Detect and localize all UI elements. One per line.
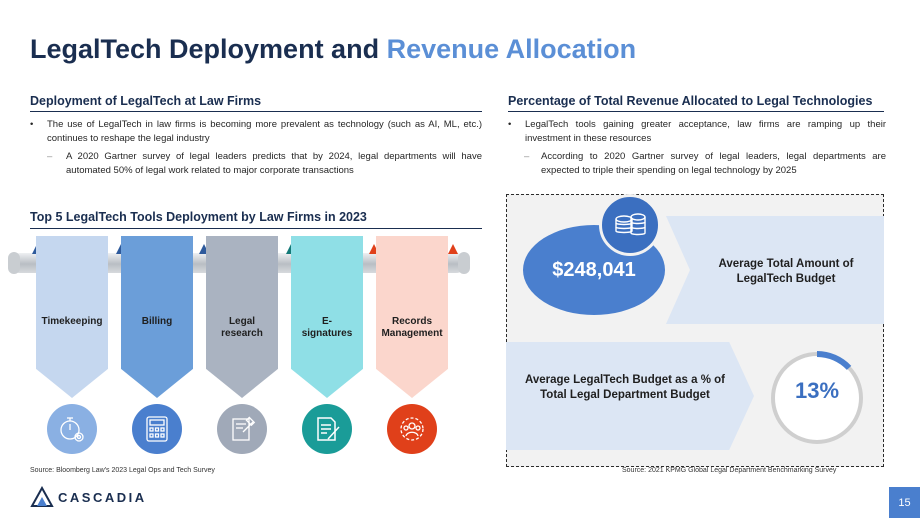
- right-source: Source: 2021 KPMG Global Legal Departmen…: [622, 467, 837, 474]
- left-heading-rule: [30, 111, 482, 112]
- ribbon-timekeeping: [36, 236, 108, 398]
- bullet-dot: •: [30, 119, 34, 130]
- dash-mark: –: [524, 151, 530, 162]
- tools-heading: Top 5 LegalTech Tools Deployment by Law …: [30, 210, 367, 224]
- tool-label: E-signatures: [301, 316, 353, 339]
- left-subbullet-text: A 2020 Gartner survey of legal leaders p…: [66, 151, 482, 176]
- right-subbullet-text: According to 2020 Gartner survey of lega…: [541, 151, 886, 176]
- coins-icon: [599, 194, 661, 256]
- stopwatch-gear-icon: [47, 404, 97, 454]
- budget-chevron: [666, 216, 884, 324]
- left-bullet: • The use of LegalTech in law firms is b…: [30, 118, 482, 146]
- tool-label: Legal research: [221, 316, 263, 339]
- gavel-book-icon: [217, 404, 267, 454]
- right-bullet: • LegalTech tools gaining greater accept…: [508, 118, 886, 146]
- percent-gauge: [771, 351, 863, 444]
- bullet-dot: •: [508, 119, 512, 130]
- left-subbullet: – A 2020 Gartner survey of legal leaders…: [47, 150, 482, 178]
- ribbon-e-signatures: [291, 236, 363, 398]
- rod-end-left: [8, 252, 20, 274]
- ribbon-records-management: [376, 236, 448, 398]
- page-title: LegalTech Deployment and Revenue Allocat…: [30, 34, 636, 65]
- budget-label: Average Total Amount of LegalTech Budget: [718, 258, 854, 285]
- left-source: Source: Bloomberg Law's 2023 Legal Ops a…: [30, 467, 215, 474]
- tool-label: Billing: [141, 316, 173, 327]
- cascadia-logo-text: CASCADIA: [58, 490, 147, 505]
- tools-heading-rule: [30, 228, 482, 229]
- right-subbullet: – According to 2020 Gartner survey of le…: [524, 150, 886, 178]
- rod-end-right: [458, 252, 470, 274]
- left-heading: Deployment of LegalTech at Law Firms: [30, 94, 262, 108]
- right-heading-rule: [508, 111, 884, 112]
- ribbon-billing: [121, 236, 193, 398]
- budget-value: $248,041: [552, 258, 636, 281]
- title-accent: Revenue Allocation: [386, 34, 637, 64]
- gauge-fill: [816, 351, 852, 371]
- dash-mark: –: [47, 151, 53, 162]
- document-pen-icon: [302, 404, 352, 454]
- right-bullet-text: LegalTech tools gaining greater acceptan…: [525, 119, 886, 144]
- ribbon-fold: [199, 244, 209, 254]
- tool-label: Timekeeping: [41, 316, 103, 327]
- percent-label: Average LegalTech Budget as a % of Total…: [524, 374, 726, 401]
- percent-value: 13%: [794, 378, 840, 403]
- calculator-icon: [132, 404, 182, 454]
- title-main: LegalTech Deployment and: [30, 34, 387, 64]
- ribbon-fold: [369, 244, 379, 254]
- right-heading: Percentage of Total Revenue Allocated to…: [508, 94, 873, 108]
- records-team-icon: [387, 404, 437, 454]
- cascadia-logo-icon: [30, 486, 54, 507]
- tool-label: Records Management: [381, 316, 443, 339]
- percent-chevron: [506, 342, 754, 450]
- ribbon-legal-research: [206, 236, 278, 398]
- page-number: 15: [889, 487, 920, 518]
- left-bullet-text: The use of LegalTech in law firms is bec…: [47, 119, 482, 144]
- ribbon-fold: [448, 244, 458, 254]
